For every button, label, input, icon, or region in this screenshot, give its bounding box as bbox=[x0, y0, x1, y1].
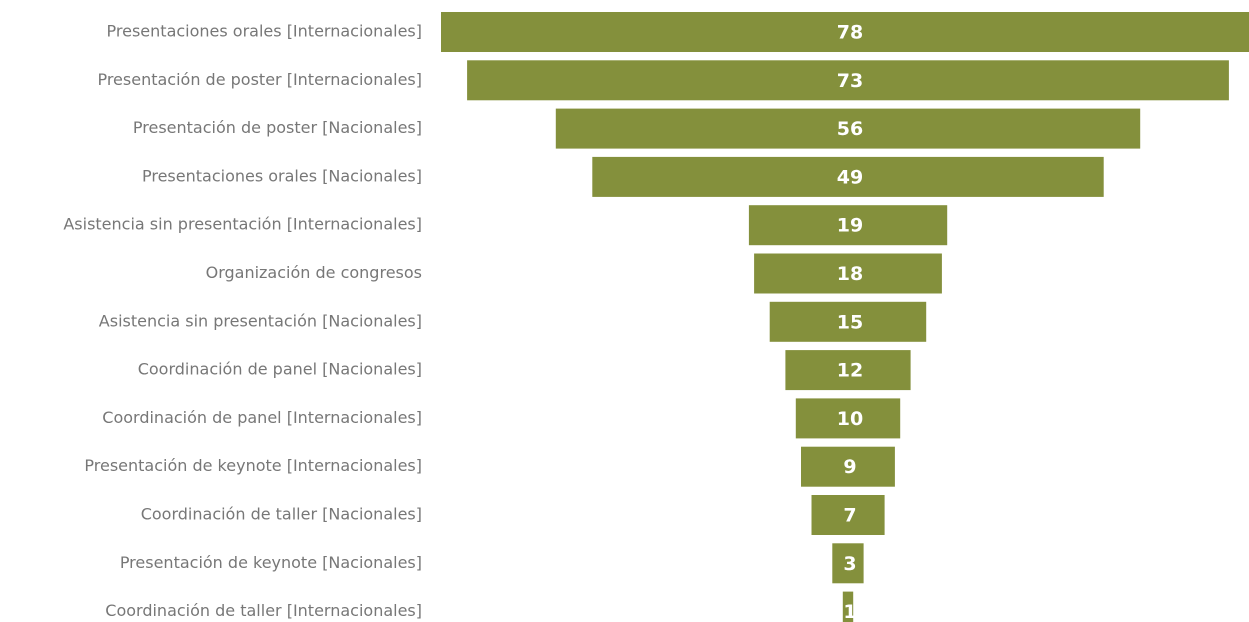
funnel-bar bbox=[748, 205, 948, 246]
value-label: 73 bbox=[837, 70, 863, 92]
funnel-bar bbox=[795, 398, 901, 439]
category-label: Organización de congresos bbox=[206, 263, 422, 282]
category-label: Coordinación de taller [Internacionales] bbox=[105, 601, 422, 620]
funnel-bar bbox=[769, 301, 927, 342]
value-label: 9 bbox=[843, 456, 856, 478]
category-label: Coordinación de taller [Nacionales] bbox=[141, 505, 422, 524]
category-label: Presentación de keynote [Internacionales… bbox=[84, 456, 422, 475]
value-label: 19 bbox=[837, 215, 863, 237]
category-label: Presentación de keynote [Nacionales] bbox=[120, 553, 422, 572]
value-label: 56 bbox=[837, 118, 863, 140]
value-label: 49 bbox=[837, 166, 863, 188]
funnel-bar bbox=[555, 108, 1141, 149]
funnel-bar bbox=[785, 350, 911, 391]
category-label: Presentaciones orales [Internacionales] bbox=[107, 22, 422, 41]
value-label: 3 bbox=[843, 553, 856, 575]
funnel-bar bbox=[842, 591, 854, 622]
funnel-bar bbox=[467, 60, 1229, 101]
funnel-bars bbox=[441, 12, 1249, 622]
value-label: 1 bbox=[843, 601, 856, 622]
category-label: Presentación de poster [Internacionales] bbox=[97, 70, 422, 89]
category-label: Presentación de poster [Nacionales] bbox=[133, 118, 422, 137]
category-label: Asistencia sin presentación [Internacion… bbox=[63, 215, 422, 234]
category-labels: Presentaciones orales [Internacionales] P… bbox=[63, 22, 422, 621]
value-label: 78 bbox=[837, 22, 863, 44]
value-label: 15 bbox=[837, 311, 863, 333]
category-label: Presentaciones orales [Nacionales] bbox=[142, 166, 422, 185]
value-label: 10 bbox=[837, 408, 863, 430]
funnel-bar bbox=[811, 495, 885, 535]
value-label: 12 bbox=[837, 360, 863, 382]
funnel-bar bbox=[801, 446, 895, 487]
value-label: 7 bbox=[843, 505, 856, 527]
category-label: Asistencia sin presentación [Nacionales] bbox=[99, 311, 422, 330]
funnel-bar bbox=[832, 543, 864, 584]
value-label: 18 bbox=[837, 263, 863, 285]
funnel-bar bbox=[754, 253, 942, 294]
funnel-bar bbox=[441, 12, 1249, 52]
funnel-bar bbox=[592, 156, 1104, 197]
category-label: Coordinación de panel [Nacionales] bbox=[138, 360, 422, 379]
category-label: Coordinación de panel [Internacionales] bbox=[102, 408, 422, 427]
